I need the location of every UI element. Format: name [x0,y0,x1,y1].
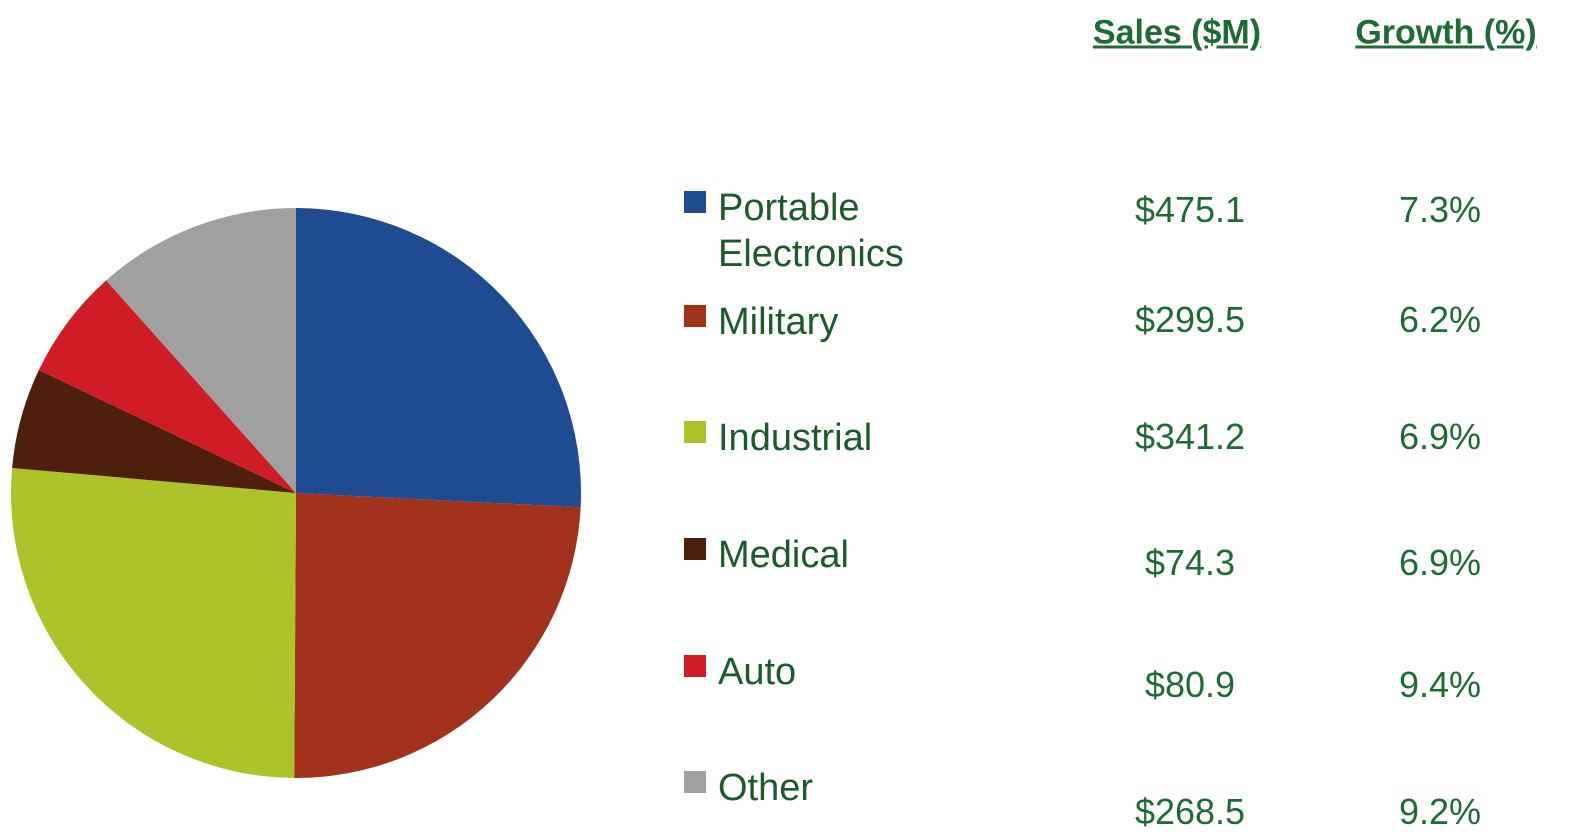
legend-swatch [684,538,706,560]
sales-cell: $268.5 [1134,791,1246,832]
pie-slice [38,280,297,493]
legend-label: Portable Electronics [718,187,904,275]
legend-label: Auto [718,651,797,693]
column-header: Sales ($M) [1092,13,1262,52]
growth-cell: 7.3% [1398,189,1482,230]
sales-cell: $475.1 [1134,189,1246,230]
legend-label: Military [718,301,839,343]
legend-swatch [684,421,706,443]
legend-swatch [684,191,706,213]
sales-cell: $80.9 [1144,664,1236,705]
sales-cell: $341.2 [1134,416,1246,457]
legend-label: Industrial [718,417,873,459]
growth-cell: 6.2% [1398,299,1482,340]
sales-cell: $299.5 [1134,299,1246,340]
legend-label: Other [718,767,814,809]
legend-label: Medical [718,534,849,576]
column-header: Growth (%) [1355,13,1537,52]
legend-swatch [684,655,706,677]
pie-chart [11,208,581,778]
growth-cell: 6.9% [1398,542,1482,583]
growth-cell: 9.2% [1398,791,1482,832]
growth-cell: 6.9% [1398,416,1482,457]
sales-cell: $74.3 [1144,542,1236,583]
legend-swatch [684,305,706,327]
pie-slice [11,467,297,778]
pie-slice [12,370,296,493]
legend-swatch [684,771,706,793]
pie-slice [106,208,296,493]
growth-cell: 9.4% [1398,664,1482,705]
pie-slice [294,493,581,778]
pie-slice [296,208,581,508]
